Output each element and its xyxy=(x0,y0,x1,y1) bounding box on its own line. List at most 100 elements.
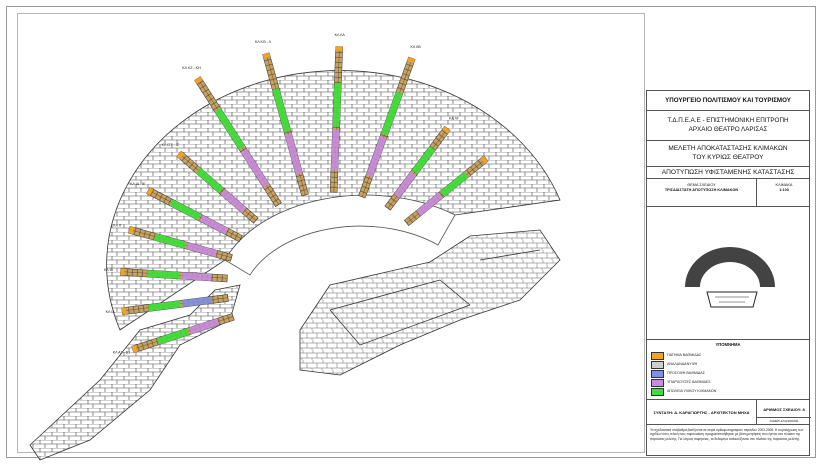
staircase-label: ΚΛ Α1 - Β1 xyxy=(113,350,130,354)
ministry-title: ΥΠΟΥΡΓΕΙΟ ΠΟΛΙΤΙΣΜΟΥ ΚΑΙ ΤΟΥΡΙΣΜΟΥ xyxy=(647,91,809,111)
staircase xyxy=(358,56,416,199)
staircase xyxy=(176,150,259,224)
legend-swatch xyxy=(651,388,664,396)
stair-tread-top xyxy=(480,155,489,164)
study-line-2: ΤΟΥ ΚΥΡΙΩΣ ΘΕΑΤΡΟΥ xyxy=(692,154,764,161)
stair-tread-top xyxy=(262,52,271,59)
material-loss xyxy=(214,108,245,150)
existing-steps xyxy=(188,318,220,335)
material-loss xyxy=(153,233,187,249)
staircase xyxy=(146,187,243,243)
committee-line-2: ΑΡΧΑΙΟ ΘΕΑΤΡΟ ΛΑΡΙΣΑΣ xyxy=(688,126,768,133)
existing-steps xyxy=(416,192,443,217)
legend-label: ΠΑΤΗΜΑ ΒΑΘΜΙΔΑΣ xyxy=(667,352,702,357)
legend-label: ΑΝΑΛΑΝΔΑΝΥΨΗ xyxy=(667,361,698,366)
study-title: ΜΕΛΕΤΗ ΑΠΟΚΑΤΑΣΤΑΣΗΣ ΚΛΙΜΑΚΩΝ ΤΟΥ ΚΥΡΙΩΣ… xyxy=(647,141,809,167)
existing-steps xyxy=(182,296,213,308)
existing-steps xyxy=(240,148,270,188)
legend-item: ΑΝΑΛΑΝΔΑΝΥΨΗ xyxy=(651,360,801,369)
drawing-subject-label: ΘΕΜΑ ΣΧΕΔΙΟΥ xyxy=(687,183,716,187)
stage-building xyxy=(299,229,561,376)
staircase-label: ΚΛ ΙΓ xyxy=(113,224,122,228)
staircase-label: ΚΛ ΛΒ xyxy=(410,45,421,49)
drawing-subject-cell: ΘΕΜΑ ΣΧΕΔΙΟΥ ΤΡΙΣΔΙΑΣΤΑΤΗ ΑΠΟΤΥΠΩΣΗ ΚΛΙΜ… xyxy=(647,179,757,206)
drawing-code: ΛΑΘ/ΕΠΙ-ΚΛ/ΑΠ/2018/01 xyxy=(757,417,811,425)
material-loss xyxy=(195,167,224,194)
stair-tread-top xyxy=(407,56,416,64)
committee-line-1: Τ.Δ.Π.Ε.Α.Ε - ΕΠΙΣΤΗΜΟΝΙΚΗ ΕΠΙΤΡΟΠΗ xyxy=(667,117,789,124)
stair-tread-top xyxy=(128,226,134,235)
existing-steps xyxy=(330,129,340,171)
material-loss xyxy=(381,91,403,136)
author-row: ΣΥΝΤΑΞΗ: Δ. ΚΑΡΑΓΙΩΡΓΗΣ - ΑΡΧΙΤΕΚΤΩΝ ΜΗΧ… xyxy=(647,400,811,425)
staircase-label: ΚΛ ΛΑ xyxy=(335,33,346,37)
legend-swatch xyxy=(651,379,664,387)
staircase xyxy=(127,226,233,262)
existing-steps xyxy=(366,136,387,178)
legend-label: ΑΠΩΛΕΙΑ ΥΛΙΚΟΥ ΚΛΙΜΑΚΩΝ xyxy=(667,388,717,393)
stair-tread-top xyxy=(121,307,127,315)
material-loss xyxy=(156,328,190,345)
drawing-subject: ΤΡΙΣΔΙΑΣΤΑΤΗ ΑΠΟΤΥΠΩΣΗ ΚΛΙΜΑΚΩΝ xyxy=(664,188,739,192)
stair-tread-top xyxy=(146,187,154,196)
survey-title: ΑΠΟΤΥΠΩΣΗ ΥΦΙΣΤΑΜΕΝΗΣ ΚΑΤΑΣΤΑΣΗΣ xyxy=(647,167,809,179)
scale-value: 1:100 xyxy=(779,188,789,192)
legend-label: ΥΠΑΡΧΟΥΣΕΣ ΒΑΘΜΙΔΕΣ xyxy=(667,379,711,384)
staircase-label: ΚΛ ΙΔ - ΙΕ xyxy=(130,182,146,186)
staircase xyxy=(121,294,229,316)
stair-tread-top xyxy=(176,151,185,159)
committee-title: Τ.Δ.Π.Ε.Α.Ε - ΕΠΙΣΤΗΜΟΝΙΚΗ ΕΠΙΤΡΟΠΗ ΑΡΧΑ… xyxy=(647,111,809,141)
legend-swatch xyxy=(651,361,664,369)
material-loss xyxy=(440,171,469,197)
stair-tread-top xyxy=(442,126,451,134)
existing-steps xyxy=(220,189,247,214)
legend-item: ΑΠΩΛΕΙΑ ΥΛΙΚΟΥ ΚΛΙΜΑΚΩΝ xyxy=(651,387,801,396)
stair-tread-top xyxy=(131,345,138,353)
staircases xyxy=(120,46,489,354)
existing-steps xyxy=(181,272,212,282)
author: ΣΥΝΤΑΞΗ: Δ. ΚΑΡΑΓΙΩΡΓΗΣ - ΑΡΧΙΤΕΚΤΩΝ ΜΗΧ… xyxy=(647,400,757,424)
staircase xyxy=(262,52,309,197)
material-loss xyxy=(411,146,436,175)
key-plan xyxy=(685,247,775,308)
staircase xyxy=(384,125,451,211)
material-loss xyxy=(148,300,181,312)
staircase xyxy=(194,76,282,207)
stair-tread-top xyxy=(120,268,125,276)
legend-swatch xyxy=(651,352,664,360)
scale-cell: ΚΛΙΜΑΚΑ 1:100 xyxy=(757,179,811,206)
existing-steps xyxy=(284,133,303,175)
existing-steps xyxy=(393,171,417,199)
stair-tread-top xyxy=(194,76,203,84)
material-loss xyxy=(272,88,291,133)
staircase xyxy=(403,155,489,227)
material-loss xyxy=(332,82,342,127)
staircase-label: ΚΛ ΛΓ xyxy=(449,116,459,120)
existing-steps xyxy=(186,242,218,258)
drawing-area-frame xyxy=(17,13,645,453)
legend-item: ΠΑΤΗΜΑ ΒΑΘΜΙΔΑΣ xyxy=(651,351,801,360)
legend: ΥΠΟΜΝΗΜΑ ΠΑΤΗΜΑ ΒΑΘΜΙΔΑΣ ΑΝΑΛΑΝΔΑΝΥΨΗ ΠΡ… xyxy=(647,340,809,400)
staircase xyxy=(131,313,235,354)
legend-item: ΠΡΟΣΟΨΗ ΒΑΘΜΙΔΑΣ xyxy=(651,369,801,378)
notes: Τα σχεδιαστικά υπόβαθρα βασίζονται σε σε… xyxy=(650,428,804,441)
legend-swatch xyxy=(651,370,664,378)
staircase xyxy=(120,268,228,283)
staircase-label: ΚΛ ΚΖ - ΚΗ xyxy=(182,66,201,70)
staircase-label: ΚΛ ΙΑ xyxy=(106,310,116,314)
drawing-meta: ΘΕΜΑ ΣΧΕΔΙΟΥ ΤΡΙΣΔΙΑΣΤΑΤΗ ΑΠΟΤΥΠΩΣΗ ΚΛΙΜ… xyxy=(647,179,809,207)
study-line-1: ΜΕΛΕΤΗ ΑΠΟΚΑΤΑΣΤΑΣΗΣ ΚΛΙΜΑΚΩΝ xyxy=(668,145,788,152)
staircase-label: ΚΛ ΙΒ xyxy=(104,268,114,272)
orchestra xyxy=(224,194,456,276)
stair-tread-top xyxy=(335,46,343,51)
legend-item: ΥΠΑΡΧΟΥΣΕΣ ΒΑΘΜΙΔΕΣ xyxy=(651,378,801,387)
stage-inner-walls xyxy=(329,249,541,346)
title-block: ΥΠΟΥΡΓΕΙΟ ΠΟΛΙΤΙΣΜΟΥ ΚΑΙ ΤΟΥΡΙΣΜΟΥ Τ.Δ.Π… xyxy=(646,90,811,456)
existing-steps xyxy=(199,214,229,235)
key-plan-cell xyxy=(647,207,809,340)
scale-label: ΚΛΙΜΑΚΑ xyxy=(775,183,793,187)
staircase-label: ΚΛ ΚΘ - Λ xyxy=(255,40,272,44)
drawing-number: ΑΡΙΘΜΟΣ ΣΧΕΔΙΟΥ: 8 xyxy=(763,407,805,412)
material-loss xyxy=(146,270,180,280)
